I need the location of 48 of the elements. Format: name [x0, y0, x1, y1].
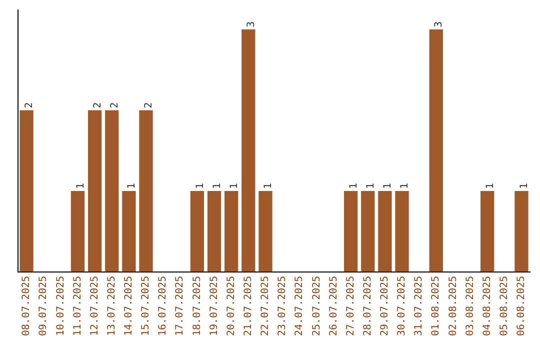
x-tick-label: 17.07.2025 [174, 276, 186, 336]
x-tick-label: 15.07.2025 [140, 276, 152, 336]
x-tick-label: 14.07.2025 [124, 276, 135, 336]
data-label: 3 [246, 21, 257, 28]
x-tick-label: 26.07.2025 [328, 276, 340, 336]
x-tick-label: 31.07.2025 [414, 276, 425, 336]
x-tick-label: 21.07.2025 [242, 276, 254, 336]
x-tick-label: 25.07.2025 [311, 276, 322, 336]
x-tick-label: 28.07.2025 [362, 276, 374, 336]
x-tick-label: 16.07.2025 [158, 276, 169, 336]
data-label: 3 [434, 21, 445, 28]
x-tick-label: 12.07.2025 [89, 276, 100, 336]
x-tick-label: 29.07.2025 [380, 276, 391, 336]
data-label: 1 [194, 182, 206, 189]
x-tick-label: 02.08.2025 [448, 276, 459, 336]
x-tick-label: 08.07.2025 [21, 276, 32, 336]
x-tick-label: 04.08.2025 [482, 276, 493, 336]
x-tick-label: 22.07.2025 [260, 276, 272, 336]
x-tick-label: 11.07.2025 [72, 276, 84, 336]
x-tick-label: 30.07.2025 [396, 276, 408, 336]
data-label: 1 [400, 182, 411, 189]
data-label: 1 [228, 182, 240, 189]
data-label: 1 [382, 182, 394, 189]
x-tick-label: 05.08.2025 [498, 276, 510, 336]
data-label: 2 [24, 102, 36, 108]
data-label: 1 [519, 182, 530, 189]
data-label: 1 [348, 182, 360, 189]
x-tick-label: 06.08.2025 [516, 276, 528, 336]
x-tick-label: 20.07.2025 [226, 276, 237, 336]
data-label: 2 [144, 102, 155, 108]
data-label: 1 [212, 182, 223, 189]
x-tick-label: 10.07.2025 [55, 276, 66, 336]
data-label: 1 [484, 182, 496, 189]
x-tick-label: 01.08.2025 [430, 276, 442, 336]
data-label: 1 [263, 182, 274, 189]
data-label: 1 [75, 182, 86, 189]
data-label: 1 [126, 182, 138, 189]
data-label: 1 [365, 182, 376, 189]
x-tick-label: 24.07.2025 [294, 276, 306, 336]
x-tick-label: 09.07.2025 [38, 276, 50, 336]
x-tick-label: 27.07.2025 [345, 276, 356, 336]
data-label: 2 [92, 102, 104, 108]
x-tick-label: 19.07.2025 [208, 276, 220, 336]
x-tick-label: 23.07.2025 [277, 276, 288, 336]
x-tick-label: 18.07.2025 [192, 276, 203, 336]
x-tick-label: 03.08.2025 [464, 276, 476, 336]
x-tick-label: 13.07.2025 [106, 276, 118, 336]
data-label: 2 [109, 102, 120, 108]
